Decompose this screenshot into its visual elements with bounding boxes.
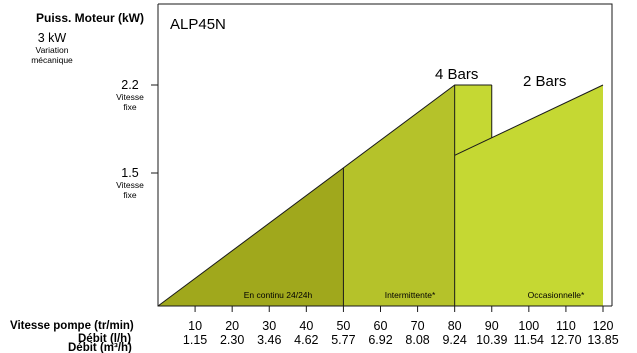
y-tick-label-1-5: 1.5 <box>121 166 138 180</box>
series-label-4-bars: 4 Bars <box>435 66 478 83</box>
x-tick-flow-label: 3.46 <box>257 333 281 347</box>
x-tick-flow-label: 8.08 <box>405 333 429 347</box>
x-tick-flow-label: 11.54 <box>514 333 544 347</box>
x-tick-speed-label: 20 <box>225 319 239 333</box>
y-tick-sub-1-5-line1: Vitesse <box>116 180 144 190</box>
x-tick-flow-label: 9.24 <box>442 333 466 347</box>
zone-occasionnelle-area <box>454 85 603 306</box>
x-tick-flow-label: 6.92 <box>368 333 392 347</box>
series-line-2-bars <box>454 84 604 156</box>
model-label: ALP45N <box>170 16 226 33</box>
zone-label-occasionnelle: Occasionnelle* <box>528 290 585 300</box>
x-tick-speed-label: 80 <box>448 319 462 333</box>
x-tick-speed-label: 30 <box>262 319 276 333</box>
zone-intermittente-area <box>343 85 455 306</box>
x-tick-flow-label: 1.15 <box>183 333 207 347</box>
x-tick-speed-label: 40 <box>299 319 313 333</box>
x-tick-flow-label: 10.39 <box>476 333 507 347</box>
x-tick-speed-label: 100 <box>518 319 539 333</box>
x-tick-flow-label: 13.85 <box>587 333 618 347</box>
x-tick-speed-label: 70 <box>411 319 425 333</box>
y-tick-label-3kw: 3 kW <box>38 31 67 45</box>
x-tick-speed-label: 10 <box>188 319 202 333</box>
x-tick-flow-label: 12.70 <box>550 333 581 347</box>
y-tick-sub-3kw-line1: Variation <box>36 45 69 55</box>
x-tick-speed-label: 60 <box>374 319 388 333</box>
y-tick-sub-2-2-line1: Vitesse <box>116 92 144 102</box>
x-axis-speed-label: Vitesse pompe (tr/min) <box>10 320 134 332</box>
x-axis-flow-label-overlapped: Débit (l/h) <box>78 333 131 345</box>
x-tick-speed-label: 110 <box>556 319 576 333</box>
y-axis-title: Puiss. Moteur (kW) <box>36 11 144 25</box>
y-tick-label-2-2: 2.2 <box>121 78 138 92</box>
plot-border <box>158 3 613 306</box>
zone-4-bars-extension-area <box>454 85 492 156</box>
x-tick-speed-label: 50 <box>336 319 350 333</box>
x-axis-ticks: 101.15 202.30 303.46 404.62 505.77 606.92 708.… <box>183 306 619 347</box>
series-label-2-bars: 2 Bars <box>523 73 566 90</box>
y-tick-sub-3kw-line2: mécanique <box>31 55 73 65</box>
zone-label-intermittente: Intermittente* <box>385 290 436 300</box>
x-tick-flow-label: 2.30 <box>220 333 244 347</box>
y-tick-sub-2-2-line2: fixe <box>123 102 137 112</box>
axes-frame <box>157 4 612 307</box>
zone-label-continu: En continu 24/24h <box>244 290 313 300</box>
x-tick-speed-label: 120 <box>593 319 614 333</box>
y-tick-sub-1-5-line2: fixe <box>123 190 137 200</box>
x-axis-flow-label: Débit (m³/h) <box>68 342 132 353</box>
x-tick-flow-label: 4.62 <box>294 333 318 347</box>
x-tick-speed-label: 90 <box>485 319 499 333</box>
x-tick-flow-label: 5.77 <box>331 333 355 347</box>
